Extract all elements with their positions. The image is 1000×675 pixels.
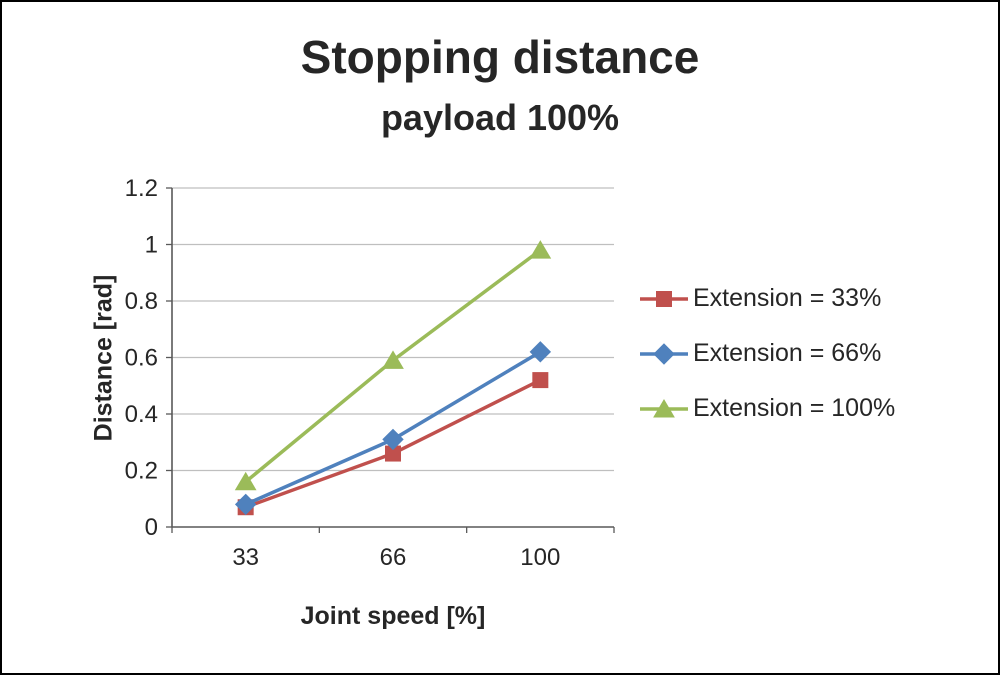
series-line xyxy=(244,350,542,507)
y-tick-label: 0.2 xyxy=(125,458,158,485)
x-tick-label: 33 xyxy=(232,544,259,571)
diamond-marker-icon xyxy=(529,341,552,363)
legend-item: Extension = 66% xyxy=(640,339,895,368)
x-tick-label: 66 xyxy=(380,544,407,571)
legend-label: Extension = 100% xyxy=(693,394,896,422)
diamond-marker-icon xyxy=(653,342,675,365)
triangle-marker-icon xyxy=(529,240,552,259)
square-marker-icon xyxy=(656,290,672,307)
triangle-marker-icon xyxy=(653,398,675,417)
legend-item: Extension = 100% xyxy=(640,394,895,423)
y-axis-title: Distance [rad] xyxy=(89,274,118,442)
chart-subtitle: payload 100% xyxy=(380,97,620,138)
y-tick-label: 1.2 xyxy=(125,175,158,202)
y-tick-label: 0.6 xyxy=(125,345,158,372)
square-marker-icon xyxy=(532,372,549,389)
legend-label: Extension = 33% xyxy=(693,284,882,312)
legend: Extension = 33% Extension = 66% Extensio… xyxy=(640,284,895,423)
y-tick-label: 0.4 xyxy=(125,401,158,428)
x-axis-title: Joint speed [%] xyxy=(300,602,486,630)
legend-triangle-marker-icon xyxy=(640,398,688,417)
legend-square-marker-icon xyxy=(640,290,688,307)
triangle-marker-icon xyxy=(382,350,404,369)
y-tick-label: 1 xyxy=(145,232,158,259)
legend-item: Extension = 33% xyxy=(640,284,895,313)
diamond-marker-icon xyxy=(234,493,257,516)
chart-title: Stopping distance xyxy=(300,31,700,83)
y-tick-label: 0 xyxy=(145,514,158,541)
diamond-marker-icon xyxy=(382,428,404,451)
y-tick-label: 0.8 xyxy=(125,288,158,315)
triangle-marker-icon xyxy=(234,471,257,491)
legend-diamond-marker-icon xyxy=(640,342,688,365)
legend-label: Extension = 66% xyxy=(693,339,882,367)
x-tick-label: 100 xyxy=(520,544,560,571)
